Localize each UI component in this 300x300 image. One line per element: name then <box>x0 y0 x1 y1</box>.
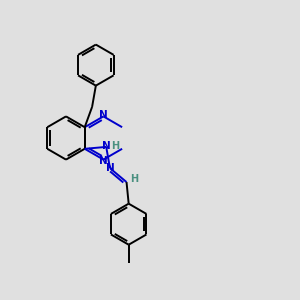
Text: H: H <box>111 141 119 151</box>
Text: N: N <box>99 110 108 120</box>
Text: N: N <box>99 156 108 166</box>
Text: N: N <box>102 141 111 151</box>
Text: H: H <box>130 174 138 184</box>
Text: N: N <box>106 163 114 172</box>
